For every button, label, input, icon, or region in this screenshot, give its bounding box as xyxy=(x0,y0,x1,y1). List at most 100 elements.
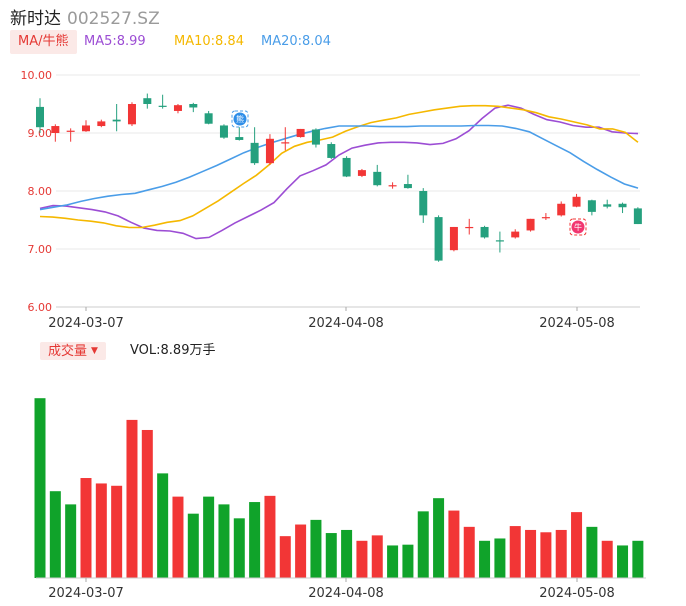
y-tick-label: 6.00 xyxy=(28,301,53,314)
x-tick-label: 2024-05-08 xyxy=(539,316,615,331)
volume-bar xyxy=(387,545,399,578)
candle-up xyxy=(296,128,305,138)
candle-down xyxy=(204,113,213,124)
bull-icon xyxy=(571,220,585,234)
volume-bar xyxy=(433,498,445,578)
candle-up xyxy=(265,138,274,164)
y-tick-label: 8.00 xyxy=(28,185,53,198)
volume-bar xyxy=(402,544,414,578)
volume-bar xyxy=(187,513,199,578)
volume-bar xyxy=(264,495,276,578)
stock-title: 新时达 002527.SZ xyxy=(10,4,160,29)
volume-bar xyxy=(325,533,337,578)
volume-bars xyxy=(34,398,646,579)
volume-bar xyxy=(172,496,184,578)
ma20-line xyxy=(39,124,639,211)
bull-marker: 牛 xyxy=(569,218,587,236)
candle-up xyxy=(541,217,550,219)
candle-up xyxy=(173,105,182,111)
candle-up xyxy=(357,170,366,176)
ma20-legend: MA20:8.04 xyxy=(261,34,331,49)
volume-bar xyxy=(494,538,506,578)
volume-bar xyxy=(141,429,153,578)
candle-down xyxy=(311,129,320,145)
candle-up xyxy=(66,130,75,132)
ma5-legend: MA5:8.99 xyxy=(84,34,146,49)
volume-bar xyxy=(371,535,383,578)
volume-bar xyxy=(479,540,491,578)
volume-bar xyxy=(509,526,521,578)
volume-bar xyxy=(586,526,598,578)
candle-down xyxy=(143,98,152,104)
price-x-axis: 2024-03-07 2024-04-08 2024-05-08 xyxy=(48,307,615,331)
volume-bar xyxy=(417,511,429,578)
volume-bar xyxy=(157,473,169,578)
stock-name: 新时达 xyxy=(10,9,61,29)
x-tick-label: 2024-04-08 xyxy=(308,316,384,331)
volume-bar xyxy=(448,510,460,578)
ma10-line xyxy=(39,104,639,229)
volume-tab-label: 成交量 xyxy=(48,344,88,359)
candle-down xyxy=(36,106,44,128)
candle-up xyxy=(572,196,581,207)
candle-down xyxy=(633,208,642,225)
volume-bar xyxy=(126,419,138,578)
volume-bar xyxy=(463,526,475,578)
candle-up xyxy=(557,203,566,216)
moving-average-lines xyxy=(39,104,639,240)
indicator-tab-ma[interactable]: MA/牛熊 xyxy=(10,30,77,54)
ma10-legend: MA10:8.84 xyxy=(174,34,244,49)
ma5-line xyxy=(39,104,639,240)
volume-bar xyxy=(49,491,61,578)
price-y-axis: 10.00 9.00 8.00 7.00 6.00 xyxy=(21,69,53,314)
volume-tab[interactable]: 成交量 ▼ xyxy=(40,342,106,360)
candle-down xyxy=(434,217,443,261)
candle-up xyxy=(511,231,520,238)
stock-code: 002527.SZ xyxy=(67,9,160,29)
volume-bar xyxy=(218,504,230,578)
candle-up xyxy=(51,126,60,133)
volume-bar xyxy=(540,532,552,578)
candle-up xyxy=(465,226,474,229)
bear-marker-text: 熊 xyxy=(236,114,244,124)
y-tick-label: 9.00 xyxy=(28,127,53,140)
candle-down xyxy=(189,104,198,108)
volume-bar xyxy=(601,540,613,578)
volume-bar xyxy=(111,485,123,578)
candle-down xyxy=(235,137,244,140)
candle-up xyxy=(97,121,106,127)
bear-marker: 熊 xyxy=(231,110,249,128)
candle-down xyxy=(419,191,428,216)
volume-bar xyxy=(617,545,629,578)
volume-bar xyxy=(341,529,353,578)
candle-up xyxy=(526,218,535,231)
candle-up xyxy=(449,226,458,251)
volume-bar xyxy=(555,529,567,578)
volume-bar xyxy=(34,398,46,578)
candle-down xyxy=(250,142,259,164)
candle-down xyxy=(603,204,612,207)
volume-bar xyxy=(571,512,583,578)
candlesticks xyxy=(36,93,642,262)
candle-down xyxy=(403,184,412,189)
y-tick-label: 10.00 xyxy=(21,69,53,82)
candle-down xyxy=(219,125,228,138)
volume-bar xyxy=(356,540,368,578)
volume-value-label: VOL:8.89万手 xyxy=(130,343,216,358)
chevron-down-icon[interactable]: ▼ xyxy=(91,346,98,356)
bull-bear-markers: 熊牛 xyxy=(231,110,587,236)
candle-down xyxy=(158,105,167,107)
candle-down xyxy=(342,157,351,177)
volume-x-axis: 2024-03-07 2024-04-08 2024-05-08 xyxy=(48,578,615,601)
volume-bar xyxy=(632,540,644,578)
volume-bar xyxy=(310,519,322,578)
bull-marker-text: 牛 xyxy=(574,222,582,232)
volume-bar xyxy=(279,536,291,578)
candle-down xyxy=(373,171,382,186)
bear-icon xyxy=(233,112,247,126)
volume-bar xyxy=(525,529,537,578)
price-grid xyxy=(56,74,640,308)
candle-up xyxy=(281,142,290,144)
volume-bar xyxy=(203,496,215,578)
y-tick-label: 7.00 xyxy=(28,243,53,256)
